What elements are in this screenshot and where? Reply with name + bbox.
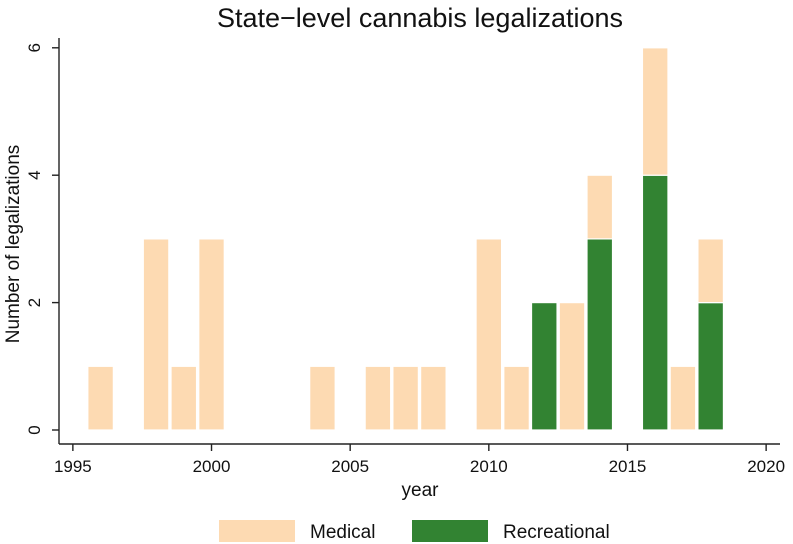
y-tick-label-4: 4 bbox=[25, 170, 44, 179]
legend: Medical Recreational bbox=[219, 520, 610, 543]
x-tick-label-2020: 2020 bbox=[747, 457, 785, 476]
bar-medical-2014 bbox=[586, 174, 614, 240]
bar-medical-2007 bbox=[392, 365, 419, 431]
y-tick-label-6: 6 bbox=[25, 43, 44, 52]
axes-layer bbox=[58, 38, 780, 445]
bar-recreational-2014 bbox=[586, 238, 614, 431]
y-tick-label-2: 2 bbox=[25, 298, 44, 307]
legend-label-recreational: Recreational bbox=[503, 522, 610, 543]
x-tick-label-2000: 2000 bbox=[193, 457, 231, 476]
bar-medical-2018 bbox=[697, 238, 725, 304]
bar-recreational-2012 bbox=[530, 302, 558, 431]
bar-recreational-2018 bbox=[697, 302, 725, 431]
y-tick-label-0: 0 bbox=[25, 425, 44, 434]
bar-medical-2016 bbox=[641, 47, 669, 176]
bar-medical-2008 bbox=[420, 365, 447, 431]
bar-medical-2010 bbox=[475, 238, 503, 431]
bar-medical-1996 bbox=[87, 365, 114, 431]
bar-medical-2017 bbox=[669, 365, 697, 431]
legend-label-medical: Medical bbox=[310, 522, 375, 543]
x-tick-label-2005: 2005 bbox=[331, 457, 369, 476]
bar-recreational-2016 bbox=[641, 174, 669, 431]
legend-swatch-recreational bbox=[412, 520, 488, 542]
bar-medical-2004 bbox=[309, 365, 336, 431]
x-axis-label: year bbox=[402, 480, 440, 501]
bar-medical-2000 bbox=[198, 238, 225, 431]
y-axis-label: Number of legalizations bbox=[3, 145, 24, 344]
legend-swatch-medical bbox=[219, 520, 295, 542]
bar-medical-2006 bbox=[364, 365, 392, 431]
bar-medical-2013 bbox=[558, 302, 586, 431]
bar-medical-2011 bbox=[503, 365, 530, 431]
bars-layer bbox=[87, 47, 725, 431]
chart-title: State−level cannabis legalizations bbox=[217, 3, 623, 33]
bar-medical-1998 bbox=[142, 238, 170, 431]
x-tick-label-1995: 1995 bbox=[54, 457, 92, 476]
bar-medical-1999 bbox=[170, 365, 198, 431]
ticks-layer: 1995 2000 2005 2010 2015 2020 0 2 4 6 bbox=[25, 43, 785, 476]
x-tick-label-2010: 2010 bbox=[470, 457, 508, 476]
x-tick-label-2015: 2015 bbox=[609, 457, 647, 476]
